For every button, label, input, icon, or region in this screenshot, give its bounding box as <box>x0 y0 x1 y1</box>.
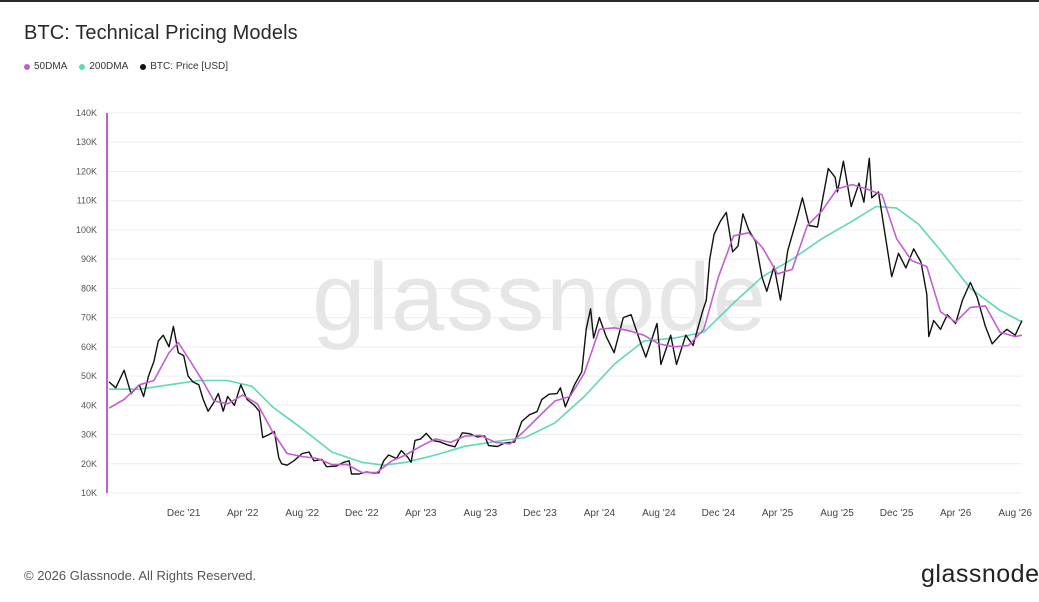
legend-label-200dma: 200DMA <box>89 61 129 72</box>
footer-copyright: © 2026 Glassnode. All Rights Reserved. <box>24 568 257 583</box>
y-tick-label: 60K <box>81 342 97 352</box>
legend: 50DMA 200DMA BTC: Price [USD] <box>24 61 240 72</box>
y-tick-label: 140K <box>76 108 97 118</box>
legend-label-btc-price: BTC: Price [USD] <box>150 61 229 72</box>
y-tick-label: 130K <box>76 137 97 147</box>
chart-title: BTC: Technical Pricing Models <box>24 22 298 44</box>
legend-label-50dma: 50DMA <box>34 61 68 72</box>
y-tick-label: 100K <box>76 225 97 235</box>
x-tick-label: Dec '24 <box>702 508 736 519</box>
x-tick-label: Apr '26 <box>940 508 972 519</box>
y-tick-label: 120K <box>76 166 97 176</box>
x-tick-label: Apr '22 <box>227 508 259 519</box>
y-axis: 10K 20K 30K 40K 50K 60K 70K 80K 90K 100K 110K 120K 1… <box>76 108 97 498</box>
legend-dot-btc-price <box>140 63 147 70</box>
grid-lines <box>109 112 1022 494</box>
y-tick-label: 80K <box>81 283 97 293</box>
legend-dot-200dma <box>79 63 86 70</box>
series-line-50dma <box>108 183 1023 474</box>
y-tick-label: 90K <box>81 254 97 264</box>
legend-item-btc-price[interactable]: BTC: Price [USD] <box>140 61 228 72</box>
x-tick-label: Dec '23 <box>523 508 557 519</box>
x-tick-label: Dec '21 <box>167 508 201 519</box>
y-tick-label: 20K <box>81 459 97 469</box>
y-tick-label: 70K <box>81 313 97 323</box>
y-tick-label: 10K <box>81 488 97 498</box>
series-line-btc-price <box>108 157 1023 475</box>
watermark: glassnode <box>312 244 768 351</box>
x-tick-label: Dec '22 <box>345 508 379 519</box>
series-lines <box>108 157 1023 475</box>
x-axis: Dec '21 Apr '22 Aug '22 Dec '22 Apr '23 Aug '… <box>167 508 1033 519</box>
x-tick-label: Aug '25 <box>820 508 854 519</box>
legend-dot-50dma <box>24 63 30 70</box>
y-tick-label: 30K <box>81 430 97 440</box>
x-tick-label: Aug '26 <box>998 508 1032 519</box>
x-tick-label: Apr '23 <box>405 508 437 519</box>
glassnode-logo[interactable]: glassnode <box>921 560 1039 588</box>
x-tick-label: Aug '24 <box>642 508 676 519</box>
x-tick-label: Dec '25 <box>880 508 914 519</box>
x-tick-label: Aug '22 <box>285 508 319 519</box>
legend-item-200dma[interactable]: 200DMA <box>79 61 128 72</box>
top-rule <box>0 0 1039 2</box>
y-tick-label: 40K <box>81 400 97 410</box>
y-tick-label: 50K <box>81 371 97 381</box>
x-tick-label: Apr '24 <box>584 508 616 519</box>
y-tick-label: 110K <box>77 196 97 206</box>
legend-item-50dma[interactable]: 50DMA <box>24 61 67 72</box>
x-tick-label: Apr '25 <box>762 508 794 519</box>
x-tick-label: Aug '23 <box>464 508 498 519</box>
